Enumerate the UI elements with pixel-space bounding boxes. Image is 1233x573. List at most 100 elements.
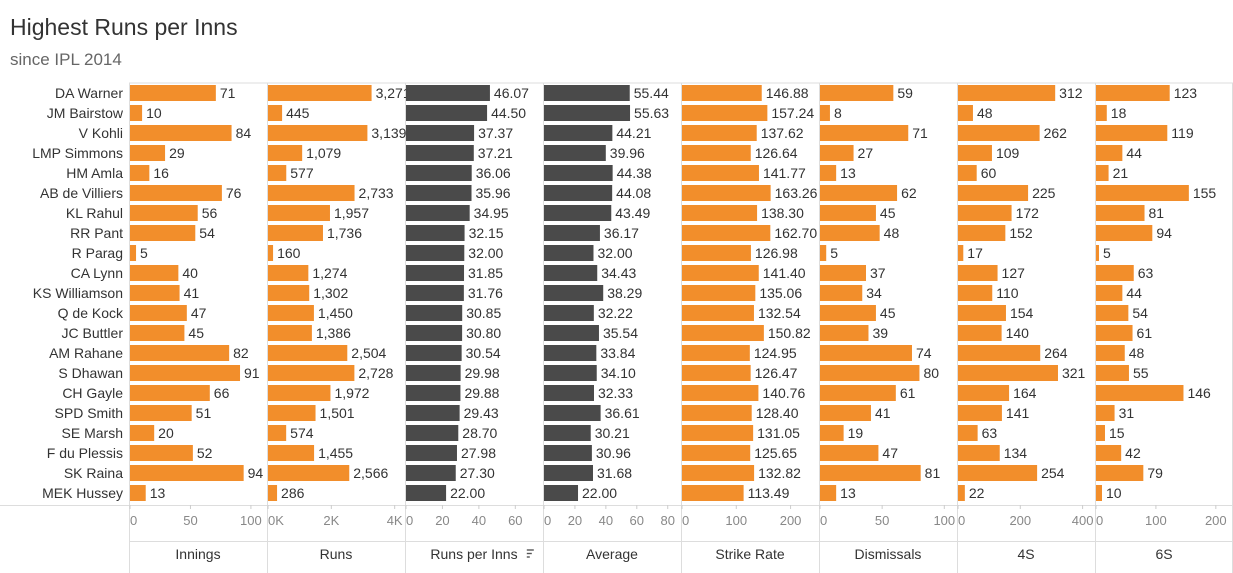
- bar[interactable]: [406, 245, 465, 261]
- bar[interactable]: [820, 105, 830, 121]
- bar[interactable]: [544, 205, 612, 221]
- bar[interactable]: [820, 165, 837, 181]
- bar[interactable]: [406, 445, 457, 461]
- bar[interactable]: [268, 385, 331, 401]
- bar[interactable]: [268, 85, 372, 101]
- bar[interactable]: [958, 265, 998, 281]
- bar[interactable]: [268, 285, 310, 301]
- row-header-player[interactable]: Q de Kock: [58, 305, 124, 321]
- bar[interactable]: [1096, 225, 1153, 241]
- bar[interactable]: [820, 445, 879, 461]
- bar[interactable]: [406, 285, 464, 301]
- bar[interactable]: [268, 445, 315, 461]
- bar[interactable]: [958, 165, 977, 181]
- row-header-player[interactable]: AB de Villiers: [40, 185, 123, 201]
- column-header-strike-rate[interactable]: Strike Rate: [715, 546, 784, 562]
- bar[interactable]: [1096, 365, 1129, 381]
- bar[interactable]: [1096, 105, 1107, 121]
- bar[interactable]: [820, 85, 894, 101]
- bar[interactable]: [682, 145, 751, 161]
- bar[interactable]: [544, 485, 579, 501]
- bar[interactable]: [1096, 125, 1168, 141]
- bar[interactable]: [268, 105, 283, 121]
- bar[interactable]: [130, 385, 210, 401]
- bar[interactable]: [268, 145, 303, 161]
- bar[interactable]: [958, 205, 1012, 221]
- bar[interactable]: [958, 405, 1002, 421]
- bar[interactable]: [406, 205, 470, 221]
- bar[interactable]: [544, 425, 591, 441]
- row-header-player[interactable]: SPD Smith: [55, 405, 123, 421]
- bar[interactable]: [682, 405, 752, 421]
- bar[interactable]: [682, 85, 762, 101]
- bar[interactable]: [1096, 425, 1105, 441]
- row-header-player[interactable]: CH Gayle: [62, 385, 123, 401]
- row-header-player[interactable]: R Parag: [72, 245, 123, 261]
- bar[interactable]: [1096, 485, 1102, 501]
- bar[interactable]: [544, 405, 601, 421]
- bar[interactable]: [544, 325, 599, 341]
- bar[interactable]: [268, 125, 368, 141]
- bar[interactable]: [406, 325, 463, 341]
- bar[interactable]: [130, 405, 192, 421]
- bar[interactable]: [406, 185, 472, 201]
- row-header-player[interactable]: MEK Hussey: [42, 485, 123, 501]
- bar[interactable]: [682, 245, 751, 261]
- bar[interactable]: [130, 465, 244, 481]
- sort-descending-icon[interactable]: [526, 549, 534, 558]
- bar[interactable]: [130, 425, 155, 441]
- bar[interactable]: [544, 185, 613, 201]
- column-header-6s[interactable]: 6S: [1155, 546, 1172, 562]
- bar[interactable]: [682, 325, 764, 341]
- bar[interactable]: [958, 125, 1040, 141]
- bar[interactable]: [268, 365, 355, 381]
- row-header-player[interactable]: V Kohli: [79, 125, 123, 141]
- bar[interactable]: [958, 185, 1029, 201]
- bar[interactable]: [1096, 285, 1123, 301]
- bar[interactable]: [820, 125, 909, 141]
- bar[interactable]: [406, 465, 456, 481]
- bar[interactable]: [820, 425, 844, 441]
- bar[interactable]: [1096, 325, 1133, 341]
- bar[interactable]: [544, 365, 597, 381]
- bar[interactable]: [682, 205, 758, 221]
- bar[interactable]: [130, 145, 166, 161]
- bar[interactable]: [130, 265, 179, 281]
- bar[interactable]: [958, 225, 1006, 241]
- row-header-player[interactable]: CA Lynn: [71, 265, 123, 281]
- bar[interactable]: [544, 285, 604, 301]
- bar[interactable]: [268, 265, 309, 281]
- row-header-player[interactable]: KS Williamson: [33, 285, 123, 301]
- bar[interactable]: [682, 445, 751, 461]
- bar[interactable]: [544, 465, 593, 481]
- bar[interactable]: [1096, 305, 1129, 321]
- bar[interactable]: [1096, 465, 1144, 481]
- bar[interactable]: [544, 145, 606, 161]
- bar[interactable]: [268, 205, 330, 221]
- bar[interactable]: [820, 305, 876, 321]
- bar[interactable]: [406, 145, 474, 161]
- bar[interactable]: [268, 245, 274, 261]
- bar[interactable]: [682, 125, 757, 141]
- bar[interactable]: [544, 345, 597, 361]
- bar[interactable]: [820, 485, 837, 501]
- bar[interactable]: [130, 165, 150, 181]
- row-header-player[interactable]: F du Plessis: [47, 445, 123, 461]
- bar[interactable]: [406, 125, 475, 141]
- row-header-player[interactable]: AM Rahane: [49, 345, 123, 361]
- bar[interactable]: [544, 245, 594, 261]
- bar[interactable]: [406, 425, 459, 441]
- column-header-average[interactable]: Average: [586, 546, 638, 562]
- bar[interactable]: [958, 145, 992, 161]
- bar[interactable]: [406, 365, 461, 381]
- bar[interactable]: [820, 325, 869, 341]
- row-header-player[interactable]: SK Raina: [64, 465, 123, 481]
- bar[interactable]: [820, 145, 854, 161]
- bar[interactable]: [130, 485, 146, 501]
- bar[interactable]: [1096, 405, 1115, 421]
- bar[interactable]: [544, 305, 594, 321]
- bar[interactable]: [1096, 145, 1123, 161]
- bar[interactable]: [958, 385, 1010, 401]
- column-header-runs[interactable]: Runs: [320, 546, 353, 562]
- bar[interactable]: [1096, 85, 1170, 101]
